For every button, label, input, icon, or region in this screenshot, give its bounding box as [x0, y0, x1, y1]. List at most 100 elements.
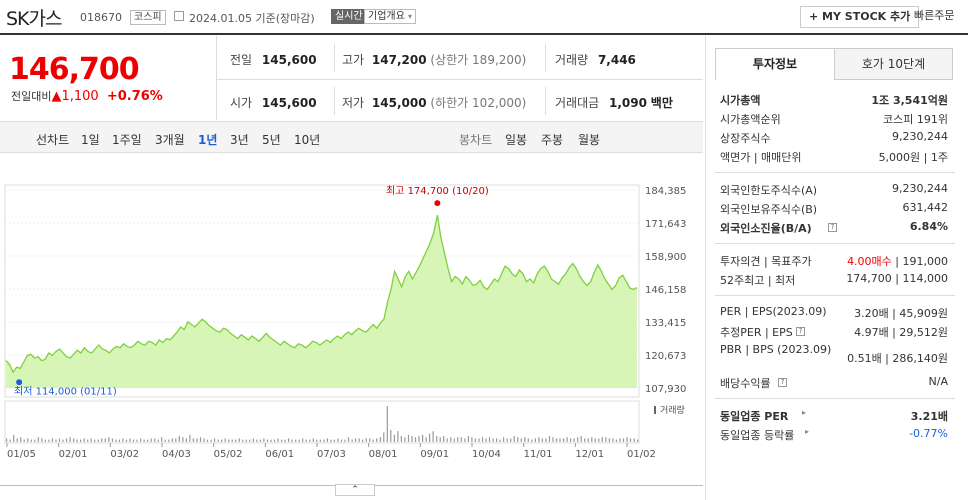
volume-plot-area [4, 400, 640, 444]
volume-bar [418, 436, 420, 442]
tab-quote-10[interactable]: 호가 10단계 [834, 48, 953, 80]
volume-bar [175, 438, 177, 442]
volume-bar [436, 436, 438, 442]
volume-bar [390, 430, 392, 442]
row-label: 동일업종 등락률 [720, 429, 795, 442]
volume-bar [69, 437, 71, 442]
price-area [6, 215, 637, 388]
tab-invest-info[interactable]: 투자정보 [715, 48, 835, 80]
volume-bar [309, 439, 311, 442]
help-icon[interactable]: ? [796, 327, 805, 336]
tab-1y[interactable]: 1년 [198, 133, 218, 147]
volume-bar [608, 438, 610, 442]
volume-bar [221, 439, 223, 442]
tab-weekly[interactable]: 주봉 [541, 133, 564, 147]
volume-bar [376, 438, 378, 442]
divider [715, 295, 955, 296]
tab-1d[interactable]: 1일 [81, 133, 100, 147]
opinion-value: 4.00매수 [847, 255, 892, 268]
row-value: -0.77% [909, 427, 948, 440]
volume-bar [538, 437, 540, 442]
row-shares: 상장주식수 9,230,244 [720, 130, 948, 148]
base-date: 2024.01.05 기준(장마감) [189, 12, 315, 25]
volume: 거래량 7,446 [555, 51, 636, 68]
volume-bar [76, 439, 78, 442]
volume-bar [228, 439, 230, 442]
volume-bar [65, 438, 68, 442]
volume-bar [178, 436, 180, 442]
calendar-icon [174, 11, 184, 21]
tab-5y[interactable]: 5년 [262, 133, 281, 147]
volume-bar [245, 439, 247, 442]
high-marker [434, 200, 441, 207]
tab-10y[interactable]: 10년 [294, 133, 321, 147]
x-tick-label: 05/02 [214, 449, 243, 460]
row-dividend: 배당수익률? N/A [720, 375, 948, 393]
tab-1w[interactable]: 1주일 [112, 133, 142, 147]
row-industry-per[interactable]: 동일업종 PER ▸ 3.21배 [720, 408, 948, 426]
volume-bar [570, 438, 572, 442]
x-tick-label: 03/02 [110, 449, 139, 460]
chevron-right-icon: ▸ [802, 408, 807, 417]
volume-bar [460, 437, 462, 442]
x-tick-label: 01/05 [7, 449, 36, 460]
line-chart-label: 선차트 [36, 133, 70, 147]
tab-3y[interactable]: 3년 [230, 133, 249, 147]
volume-bar [541, 438, 543, 442]
volume-bar [252, 438, 254, 442]
volume-bar [182, 437, 184, 442]
volume-bar [488, 437, 491, 442]
collapse-chart-button[interactable]: ⌃ [335, 484, 375, 496]
volume-bar [199, 437, 202, 442]
low-marker [16, 379, 23, 386]
volume-bar [305, 439, 307, 442]
volume-bar [20, 437, 22, 442]
tab-daily[interactable]: 일봉 [505, 133, 528, 147]
volume-bar [615, 439, 617, 442]
row-value: 9,230,244 [892, 130, 948, 143]
help-icon[interactable]: ? [778, 378, 787, 387]
row-industry-change[interactable]: 동일업종 등락률 ▸ -0.77% [720, 427, 948, 445]
volume-bar [62, 439, 64, 442]
volume-bar [171, 438, 173, 442]
company-info-dropdown[interactable]: 기업개요 ▾ [364, 9, 417, 24]
volume-bar [552, 437, 554, 442]
volume-bar [605, 437, 607, 442]
tab-monthly[interactable]: 월봉 [578, 133, 601, 147]
row-label: PBR | BPS (2023.09) [720, 343, 832, 356]
volume-bar [224, 438, 226, 442]
divider [216, 79, 703, 80]
row-value: 0.51배 | 286,140원 [847, 352, 948, 365]
upper-limit-value: 189,200) [472, 53, 527, 67]
volume-bar [351, 439, 353, 442]
my-stock-add-button[interactable]: + MY STOCK 추가 [800, 6, 920, 28]
row-label: 동일업종 PER [720, 410, 789, 423]
volume-bar [277, 438, 279, 442]
low-label: 저가 [342, 96, 365, 110]
volume-bar [259, 439, 261, 442]
volume-bar [520, 438, 522, 442]
low-price: 저가 145,000 (하한가 102,000) [342, 94, 526, 111]
volume-bar [407, 434, 410, 442]
tab-3m[interactable]: 3개월 [155, 133, 185, 147]
volume-bar [125, 439, 128, 442]
realtime-button[interactable]: 실시간 [331, 9, 367, 24]
volume-bar [101, 438, 103, 442]
row-per: PER | EPS(2023.09) 3.20배 | 45,909원 [720, 305, 948, 323]
y-tick-label: 107,930 [645, 384, 686, 395]
row-label: 52주최고 | 최저 [720, 274, 796, 287]
quick-order-button[interactable]: 빠른주문 [914, 9, 955, 22]
row-label: 시가총액 [720, 94, 761, 107]
volume-bar [164, 439, 166, 442]
row-value: 3.20배 | 45,909원 [854, 307, 948, 320]
help-icon[interactable]: ? [828, 223, 837, 232]
row-value: 코스피 191위 [883, 113, 948, 126]
volume-bar [319, 439, 321, 442]
row-label: PER | EPS(2023.09) [720, 305, 827, 318]
y-tick-label: 158,900 [645, 252, 686, 263]
volume-bar [629, 438, 632, 442]
volume-bar [584, 438, 586, 442]
volume-bar [555, 438, 558, 442]
volume-value: 7,446 [597, 53, 636, 67]
market-badge: 코스피 [130, 10, 166, 25]
